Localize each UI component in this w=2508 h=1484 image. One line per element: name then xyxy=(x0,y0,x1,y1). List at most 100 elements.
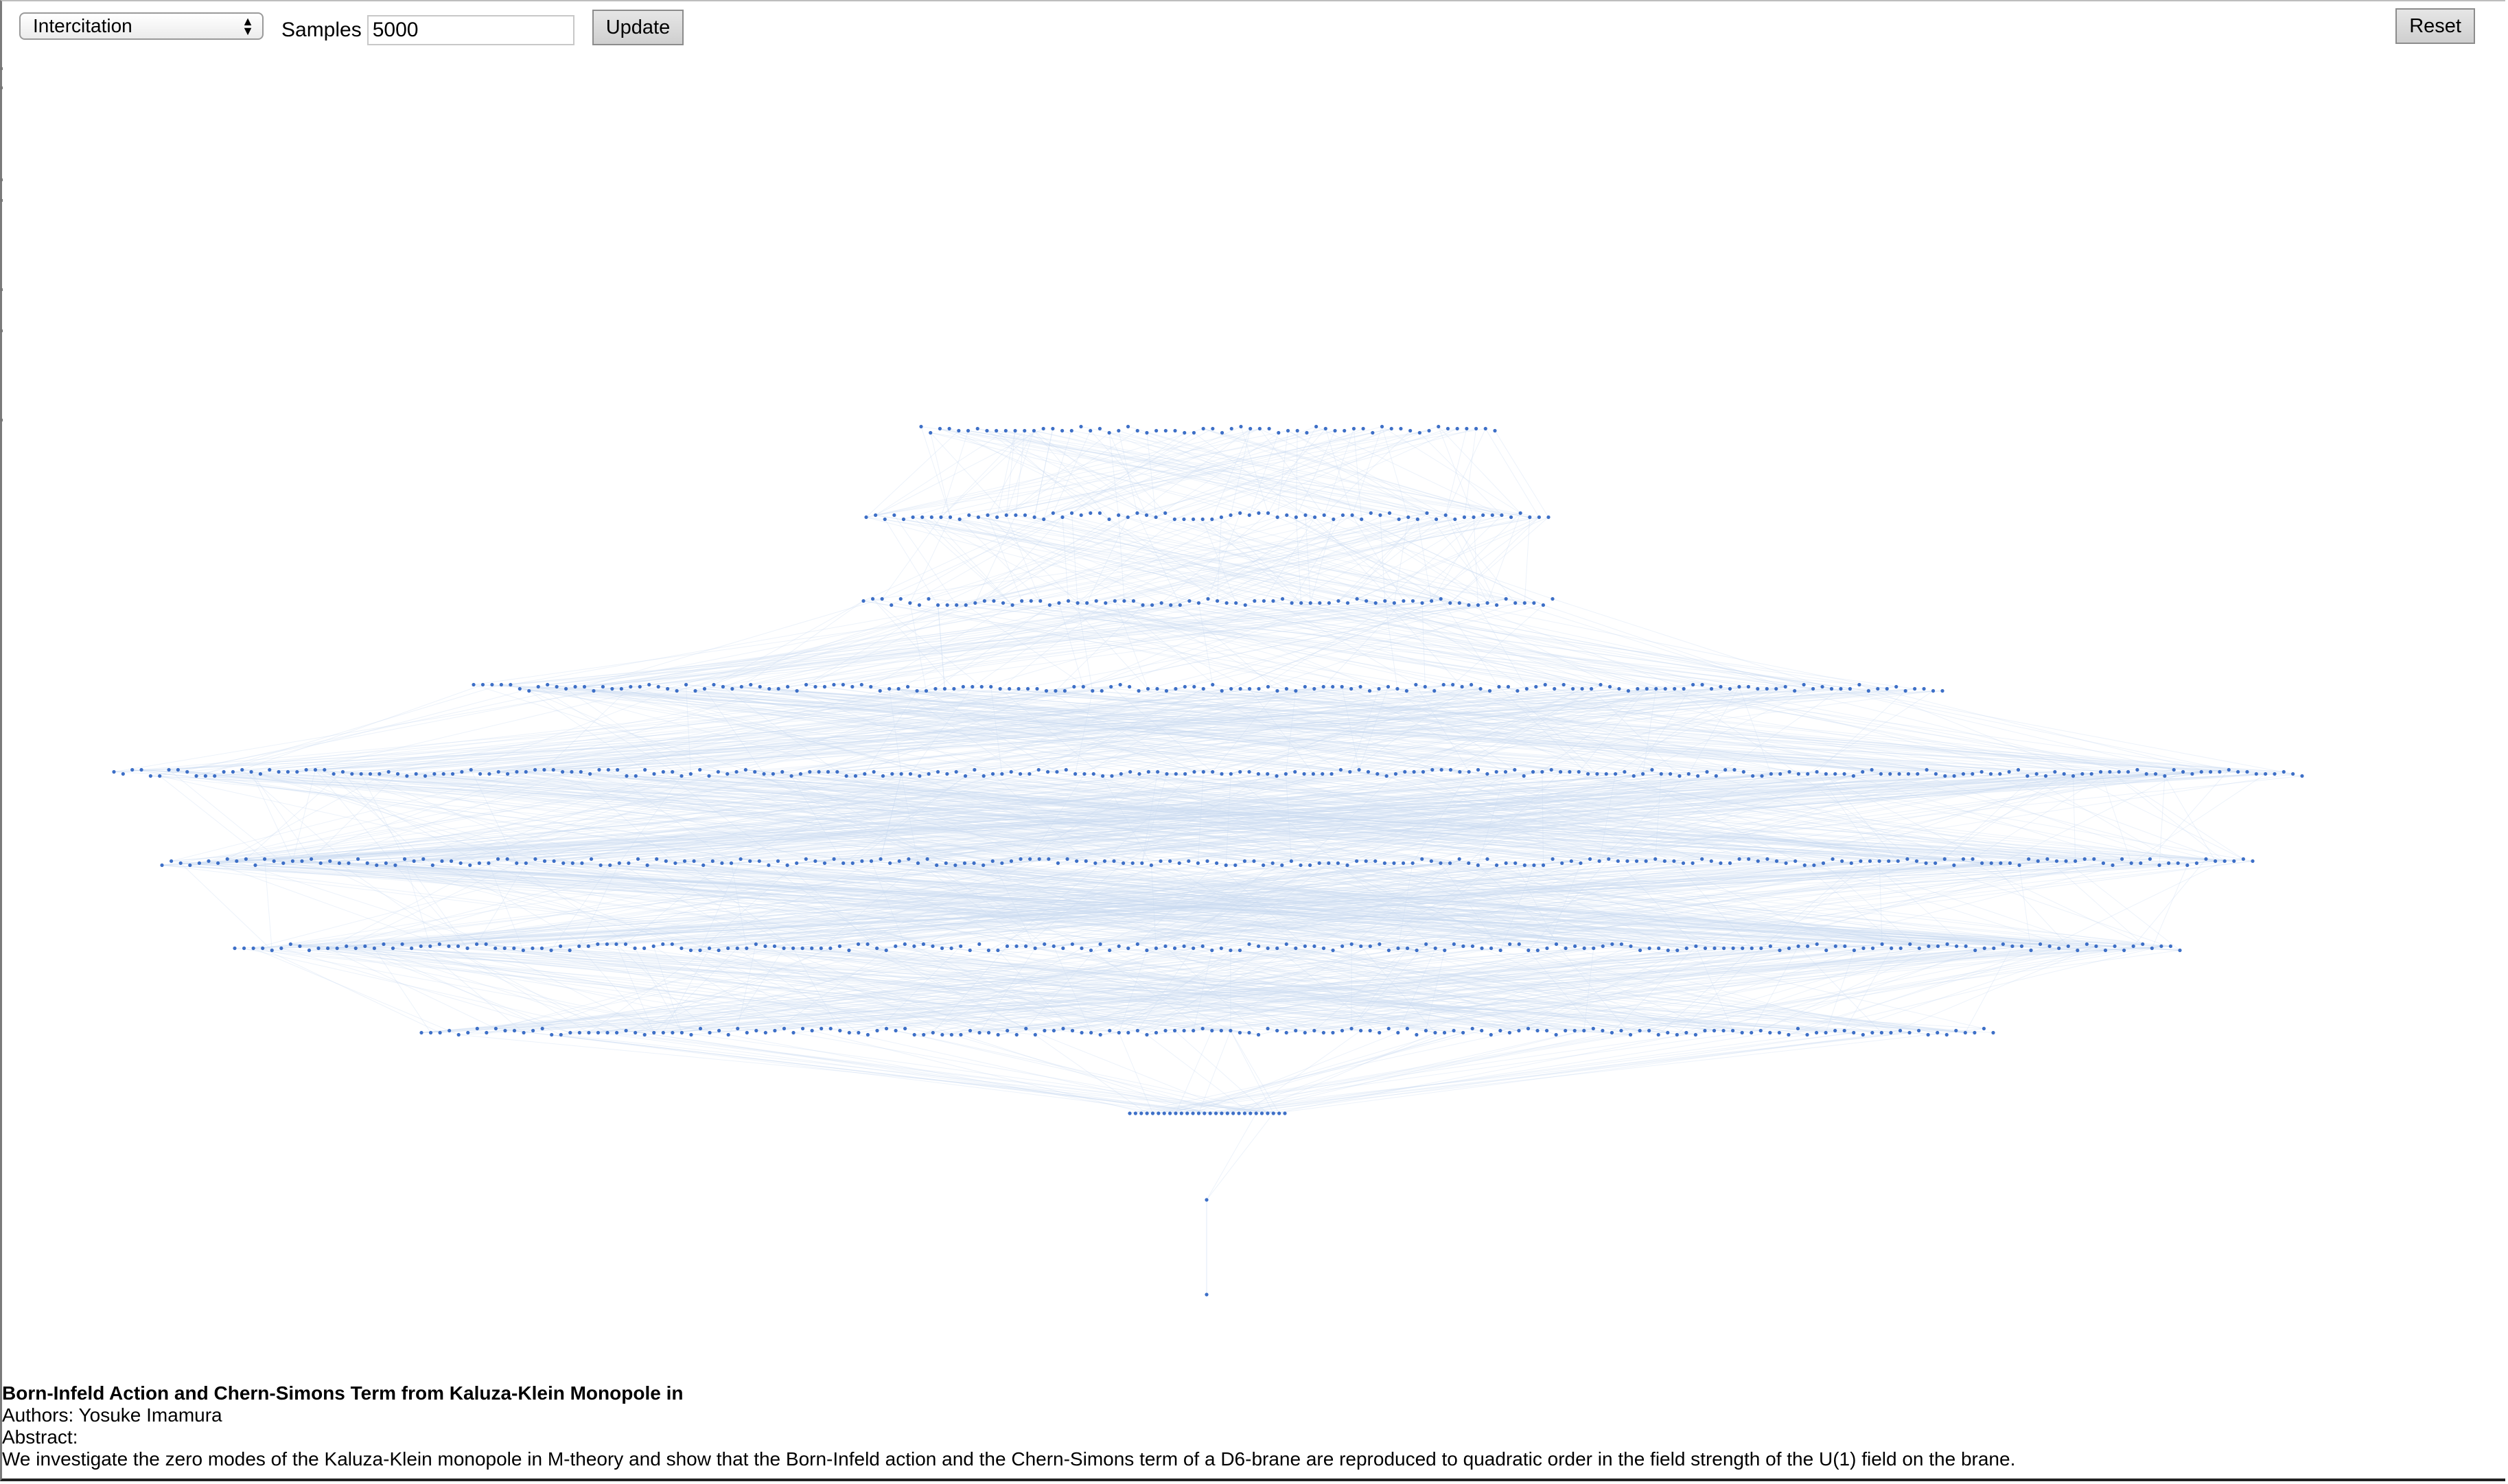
graph-node[interactable] xyxy=(185,769,189,774)
graph-node[interactable] xyxy=(1168,859,1172,863)
graph-node[interactable] xyxy=(605,1030,609,1035)
graph-node[interactable] xyxy=(251,946,255,951)
graph-node[interactable] xyxy=(753,769,757,774)
graph-node[interactable] xyxy=(883,517,887,522)
graph-node[interactable] xyxy=(1348,769,1352,774)
graph-node[interactable] xyxy=(1485,857,1489,861)
graph-node[interactable] xyxy=(1205,1198,1209,1202)
graph-node[interactable] xyxy=(1295,428,1299,433)
graph-node[interactable] xyxy=(1493,428,1497,433)
graph-node[interactable] xyxy=(1018,772,1023,776)
graph-node[interactable] xyxy=(1108,1028,1112,1033)
graph-node[interactable] xyxy=(1907,1030,1912,1035)
graph-node[interactable] xyxy=(1524,686,1529,691)
graph-node[interactable] xyxy=(1051,426,1055,431)
graph-node[interactable] xyxy=(337,861,341,866)
graph-node[interactable] xyxy=(1214,1111,1218,1115)
graph-node[interactable] xyxy=(313,767,318,772)
graph-node[interactable] xyxy=(1247,769,1251,774)
graph-node[interactable] xyxy=(735,946,739,951)
graph-node[interactable] xyxy=(586,944,590,949)
graph-node[interactable] xyxy=(1156,769,1160,774)
graph-node[interactable] xyxy=(881,774,885,778)
graph-node[interactable] xyxy=(1173,428,1177,433)
graph-node[interactable] xyxy=(627,861,631,866)
graph-node[interactable] xyxy=(1157,1111,1161,1115)
graph-node[interactable] xyxy=(1368,1028,1372,1033)
graph-node[interactable] xyxy=(1275,774,1279,778)
graph-node[interactable] xyxy=(1154,428,1159,433)
graph-node[interactable] xyxy=(335,946,339,951)
graph-node[interactable] xyxy=(1526,948,1531,953)
graph-node[interactable] xyxy=(2153,772,2158,776)
graph-node[interactable] xyxy=(1931,688,1936,693)
graph-node[interactable] xyxy=(1619,1028,1623,1033)
graph-node[interactable] xyxy=(515,769,519,774)
graph-node[interactable] xyxy=(1130,861,1135,866)
graph-node[interactable] xyxy=(505,857,509,861)
graph-node[interactable] xyxy=(1802,863,1807,868)
graph-node[interactable] xyxy=(952,686,956,691)
graph-node[interactable] xyxy=(838,1028,842,1033)
graph-node[interactable] xyxy=(1675,1032,1679,1037)
graph-node[interactable] xyxy=(1191,1111,1195,1115)
graph-node[interactable] xyxy=(262,857,267,861)
graph-node[interactable] xyxy=(1044,688,1049,693)
graph-node[interactable] xyxy=(1553,686,1557,691)
graph-node[interactable] xyxy=(1604,772,1608,776)
graph-node[interactable] xyxy=(1998,772,2002,776)
graph-node[interactable] xyxy=(1284,942,1288,947)
graph-node[interactable] xyxy=(1879,772,1883,776)
graph-node[interactable] xyxy=(235,859,239,863)
graph-node[interactable] xyxy=(1777,1030,1781,1035)
graph-node[interactable] xyxy=(1367,688,1372,693)
graph-node[interactable] xyxy=(1373,601,1378,605)
graph-node[interactable] xyxy=(1205,1292,1209,1297)
graph-node[interactable] xyxy=(820,1026,824,1031)
graph-node[interactable] xyxy=(1561,682,1566,687)
graph-node[interactable] xyxy=(290,859,294,863)
graph-node[interactable] xyxy=(698,948,702,953)
graph-node[interactable] xyxy=(1358,1028,1363,1033)
graph-node[interactable] xyxy=(2082,857,2087,861)
graph-node[interactable] xyxy=(1656,1032,1660,1037)
graph-node[interactable] xyxy=(2047,944,2052,949)
graph-node[interactable] xyxy=(1253,599,1257,603)
graph-node[interactable] xyxy=(1793,688,1797,693)
graph-node[interactable] xyxy=(1032,515,1036,520)
graph-node[interactable] xyxy=(1549,767,1553,772)
graph-node[interactable] xyxy=(240,767,244,772)
graph-node[interactable] xyxy=(1560,861,1564,866)
graph-node[interactable] xyxy=(1192,430,1196,435)
graph-node[interactable] xyxy=(1069,511,1074,515)
graph-node[interactable] xyxy=(1410,599,1415,603)
graph-node[interactable] xyxy=(1293,769,1297,774)
graph-node[interactable] xyxy=(1275,946,1279,951)
graph-node[interactable] xyxy=(1247,942,1251,947)
graph-node[interactable] xyxy=(1145,430,1149,435)
graph-node[interactable] xyxy=(1848,686,1853,691)
graph-node[interactable] xyxy=(1952,863,1956,868)
graph-node[interactable] xyxy=(1122,861,1126,866)
graph-node[interactable] xyxy=(947,426,951,431)
graph-node[interactable] xyxy=(1535,1028,1540,1033)
graph-node[interactable] xyxy=(1905,857,1909,861)
graph-node[interactable] xyxy=(1311,772,1315,776)
graph-node[interactable] xyxy=(1378,1030,1382,1035)
graph-node[interactable] xyxy=(1340,513,1345,518)
graph-node[interactable] xyxy=(281,861,286,866)
graph-node[interactable] xyxy=(1971,857,1975,861)
graph-node[interactable] xyxy=(1452,1028,1456,1033)
graph-node[interactable] xyxy=(1109,684,1113,689)
graph-node[interactable] xyxy=(1093,861,1098,866)
graph-node[interactable] xyxy=(1476,603,1481,607)
graph-node[interactable] xyxy=(945,772,949,776)
graph-node[interactable] xyxy=(428,1030,433,1035)
graph-node[interactable] xyxy=(456,1032,461,1037)
graph-node[interactable] xyxy=(474,942,479,947)
graph-node[interactable] xyxy=(1003,428,1008,433)
graph-node[interactable] xyxy=(2008,861,2012,866)
graph-node[interactable] xyxy=(1666,948,1670,953)
graph-node[interactable] xyxy=(1041,426,1045,431)
graph-node[interactable] xyxy=(242,946,246,951)
